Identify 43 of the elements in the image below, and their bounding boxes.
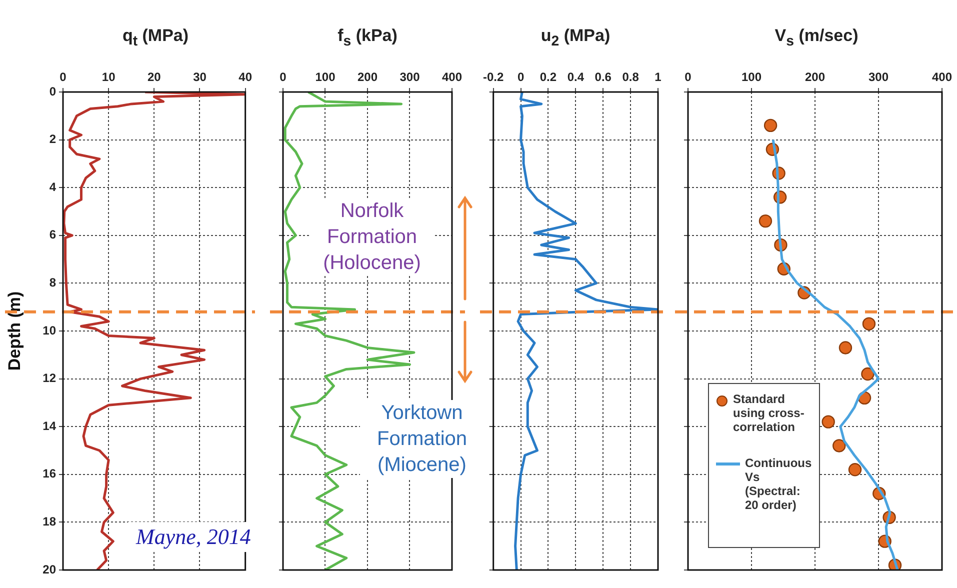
legend-label: Continuous Vs (Spectral: 20 order): [745, 456, 813, 512]
y-axis-title: Depth (m): [4, 291, 24, 371]
legend-label: Standard using cross-correlation: [733, 392, 806, 434]
annotation: Mayne, 2014: [128, 522, 259, 552]
x-axis-title: u$_{2}$ (MPa): [540, 26, 612, 50]
x-axis-title: f$_{s}$ (kPa): [336, 26, 398, 50]
x-tick-label: 40: [238, 70, 252, 84]
y-tick-label: 18: [42, 514, 56, 529]
y-tick-label: 14: [42, 418, 56, 433]
y-tick-label: 8: [49, 276, 56, 290]
x-tick-label: -0.2: [482, 70, 504, 84]
x-tick-label: 0: [280, 70, 287, 84]
x-tick-label: 100: [315, 70, 336, 84]
x-tick-label: 1: [654, 70, 662, 84]
y-tick-label: 0: [49, 84, 56, 98]
x-tick-label: 400: [442, 70, 462, 84]
x-tick-label: 20: [147, 70, 162, 84]
annotation: Yorktown Formation (Miocene): [360, 400, 484, 478]
x-tick-label: 100: [741, 70, 762, 84]
x-tick-label: 10: [102, 70, 116, 84]
x-tick-label: 200: [357, 70, 378, 84]
x-tick-label: 30: [193, 70, 207, 84]
x-tick-label: 200: [804, 70, 826, 84]
y-tick-label: 12: [42, 371, 56, 386]
y-tick-label: 10: [42, 323, 56, 338]
x-axis-title: V$_{s}$ (m/sec): [774, 26, 860, 50]
y-tick-label: 16: [42, 466, 56, 481]
x-tick-label: 0: [684, 70, 692, 84]
y-tick-label: 2: [49, 132, 56, 146]
y-tick-label: 20: [42, 562, 56, 576]
x-tick-label: 0.6: [594, 70, 612, 84]
annotation: Norfolk Formation (Holocene): [310, 198, 434, 276]
x-tick-label: 0.2: [540, 70, 557, 84]
x-tick-label: 0: [60, 70, 67, 84]
x-axis-title: q$_{t}$ (MPa): [121, 26, 190, 50]
x-tick-label: 300: [868, 70, 889, 84]
y-tick-label: 4: [49, 180, 56, 194]
x-tick-label: 300: [400, 70, 420, 84]
y-tick-label: 6: [49, 228, 56, 242]
x-tick-label: 0: [517, 70, 524, 84]
x-tick-label: 0.4: [567, 70, 584, 84]
x-tick-label: 0.8: [622, 70, 640, 84]
x-tick-label: 400: [932, 70, 952, 84]
